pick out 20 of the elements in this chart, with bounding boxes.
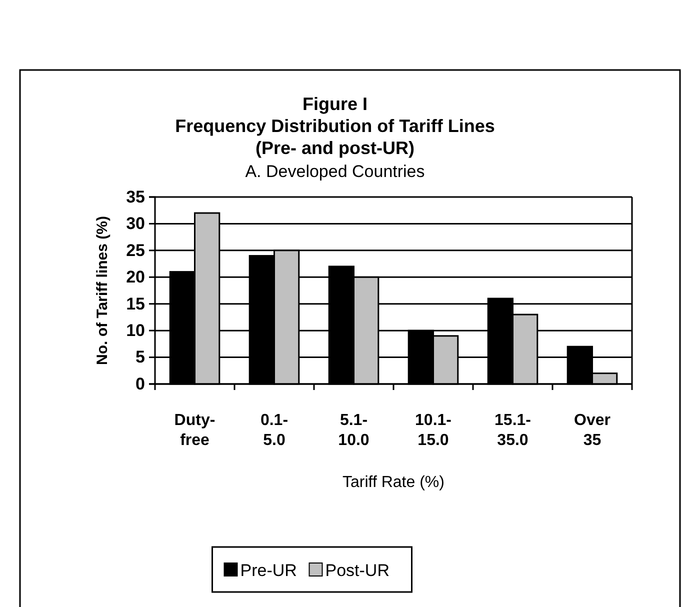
y-tick-label: 5 <box>136 348 145 367</box>
x-tick-label: 15.1- 35.0 <box>494 412 531 449</box>
x-tick-label: 5.1- 10.0 <box>338 412 370 449</box>
y-tick-label: 30 <box>126 214 145 234</box>
legend-label: Post-UR <box>325 561 390 580</box>
y-tick-label: 0 <box>136 374 145 394</box>
chart-title: Figure I Frequency Distribution of Tariff Lines (Pre- and post-UR) <box>175 94 495 158</box>
y-tick-label: 10 <box>126 321 145 340</box>
x-axis-title: Tariff Rate (%) <box>342 474 444 491</box>
y-axis-title: No. of Tariff lines (%) <box>94 216 111 365</box>
y-tick-label: 35 <box>126 187 145 206</box>
x-tick-label: 10.1- 15.0 <box>415 412 452 449</box>
y-tick-label: 20 <box>126 268 145 287</box>
y-tick-label: 25 <box>126 240 145 260</box>
x-tick-label: Duty- free <box>174 412 216 449</box>
y-tick-label: 15 <box>126 294 145 314</box>
legend-label: Pre-UR <box>240 561 297 580</box>
chart-subtitle: A. Developed Countries <box>245 162 425 181</box>
x-tick-label: Over 35 <box>574 412 610 449</box>
x-tick-label: 0.1- 5.0 <box>260 412 288 449</box>
